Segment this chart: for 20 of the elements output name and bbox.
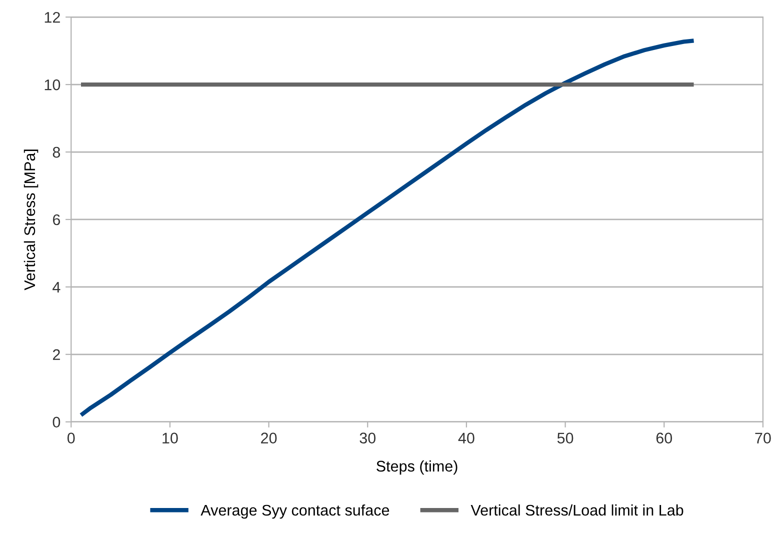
x-tick-label: 0 xyxy=(67,432,75,444)
y-tick-label: 4 xyxy=(52,282,60,292)
x-tick-label: 30 xyxy=(360,432,376,444)
y-tick-label: 0 xyxy=(52,416,60,428)
legend-label: Vertical Stress/Load limit in Lab xyxy=(470,504,684,516)
x-tick-label: 10 xyxy=(162,432,178,444)
y-tick-label: 10 xyxy=(44,79,60,90)
x-tick-label: 40 xyxy=(458,432,474,444)
x-tick-label: 70 xyxy=(755,432,771,444)
line-series xyxy=(78,38,696,418)
y-tick-label: 8 xyxy=(52,146,60,158)
x-tick-label: 20 xyxy=(261,432,277,444)
y-tick-label: 6 xyxy=(52,214,60,226)
y-tick-label: 12 xyxy=(44,12,60,23)
y-axis-title: Vertical Stress [MPa] xyxy=(24,150,38,290)
x-tick-label: 60 xyxy=(656,432,672,444)
legend-label: Average Syy contact suface xyxy=(200,504,390,519)
x-axis-title: Steps (time) xyxy=(376,460,458,475)
x-tick-label: 50 xyxy=(557,432,574,444)
y-tick-label: 2 xyxy=(52,349,60,360)
